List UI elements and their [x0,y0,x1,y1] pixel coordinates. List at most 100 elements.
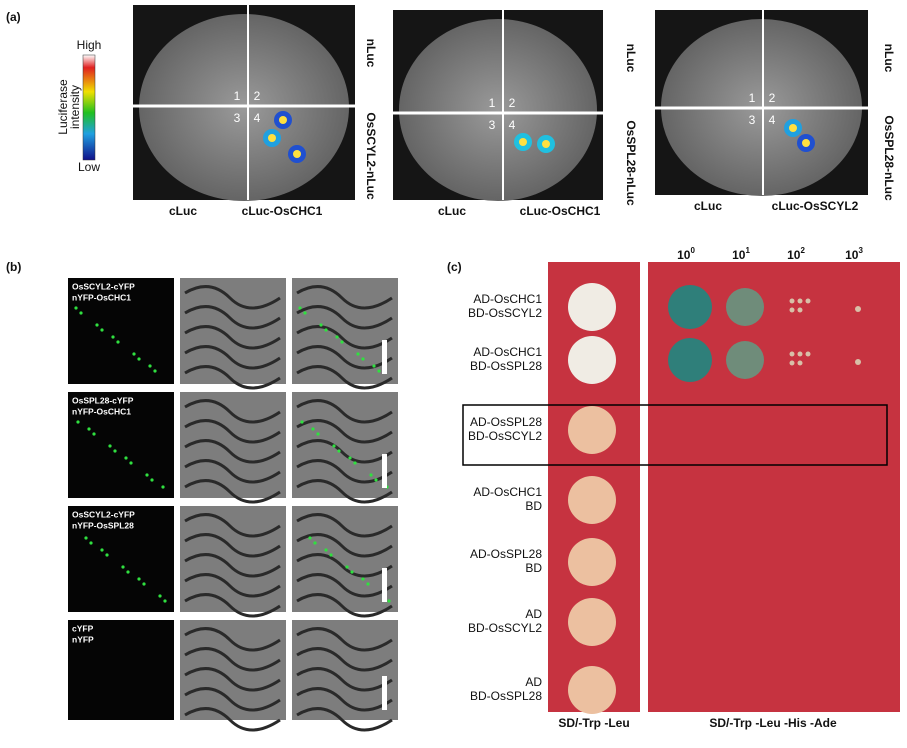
colorbar-low: Low [78,160,100,174]
yfp-signal [335,335,339,339]
leaf-label: nLuc [882,44,896,73]
construct-label: OsSCYL2-cYFP [72,509,135,519]
dilution-label: 102 [787,246,805,262]
colony [789,307,795,313]
dilution-base: 10 [677,248,691,262]
colony [797,307,803,313]
strain-label: AD-OsCHC1 [473,292,542,306]
strain-label: BD [525,499,542,513]
yfp-signal [89,541,93,545]
cell-outline [296,325,393,350]
colony-control [568,598,616,646]
colony [855,359,861,365]
yfp-signal [116,340,120,344]
yfp-signal [337,449,341,453]
cell-outline [296,687,393,712]
strain-label: BD-OsSCYL2 [468,621,542,635]
colony [789,351,795,357]
quadrant-number: 4 [769,113,776,127]
construct-label: nYFP [72,634,94,644]
cell-outline [184,345,281,370]
quadrant-number: 3 [489,118,496,132]
leaf-label: cLuc [694,199,722,213]
colorbar-title: Luciferase [56,79,70,135]
scale-bar [382,454,387,488]
micrograph [68,506,174,612]
dilution-exp: 0 [690,246,695,255]
yfp-signal [142,582,146,586]
colony-control [568,283,616,331]
cell-outline [184,285,281,310]
construct-label: nYFP-OsSPL28 [72,520,134,530]
yfp-signal [111,335,115,339]
scale-bar [382,568,387,602]
cell-outline [184,305,281,330]
yfp-signal [356,352,360,356]
luciferase-core [542,140,550,148]
yfp-signal [340,340,344,344]
quadrant-number: 3 [749,113,756,127]
yfp-signal [124,456,128,460]
yfp-signal [92,432,96,436]
yfp-signal [303,311,307,315]
yfp-signal [100,548,104,552]
strain-label: BD-OsSPL28 [470,359,542,373]
yfp-signal [84,536,88,540]
leaf-label: cLuc-OsCHC1 [242,204,323,218]
strain-label: AD-OsCHC1 [473,345,542,359]
yfp-signal [374,478,378,482]
plate-label: SD/-Trp -Leu [558,716,629,730]
quadrant-number: 1 [234,89,241,103]
leaf-label: nLuc [624,44,638,73]
construct-label: nYFP-OsCHC1 [72,292,131,302]
cell-outline [296,593,393,618]
cell-outline [184,479,281,504]
micrograph [68,620,174,720]
quadrant-number: 4 [509,118,516,132]
strain-label: BD-OsSPL28 [470,689,542,703]
cell-outline [184,707,281,732]
colony [855,306,861,312]
plate-right [648,262,900,712]
colorbar [82,54,96,161]
luciferase-core [268,134,276,142]
quadrant-number: 4 [254,111,261,125]
strain-label: AD [525,675,542,689]
cell-outline [296,513,393,538]
quadrant-number: 3 [234,111,241,125]
colorbar-title: intensity [68,85,82,129]
yfp-signal [163,599,167,603]
dilution-label: 103 [845,246,863,262]
yfp-signal [348,456,352,460]
cell-outline [184,627,281,652]
cell-outline [296,533,393,558]
yfp-signal [129,461,133,465]
yfp-signal [366,582,370,586]
yfp-signal [113,449,117,453]
colony [797,360,803,366]
cell-outline [184,533,281,558]
cell-outline [184,553,281,578]
cell-outline [296,305,393,330]
highlight-box [462,404,888,466]
strain-label: AD-OsSPL28 [470,415,542,429]
yfp-signal [350,570,354,574]
construct-label: nYFP-OsCHC1 [72,406,131,416]
dilution-base: 10 [732,248,746,262]
yfp-signal [377,369,381,373]
cell-outline [296,399,393,424]
cell-outline [184,365,281,390]
dilution-label: 100 [677,246,695,262]
colony [789,360,795,366]
cell-outline [296,285,393,310]
colony [797,298,803,304]
dilution-exp: 2 [800,246,805,255]
yfp-signal [387,599,391,603]
yfp-signal [95,323,99,327]
construct-label: OsSCYL2-cYFP [72,281,135,291]
yfp-signal [121,565,125,569]
cell-outline [184,593,281,618]
luciferase-core [789,124,797,132]
yfp-signal [324,328,328,332]
